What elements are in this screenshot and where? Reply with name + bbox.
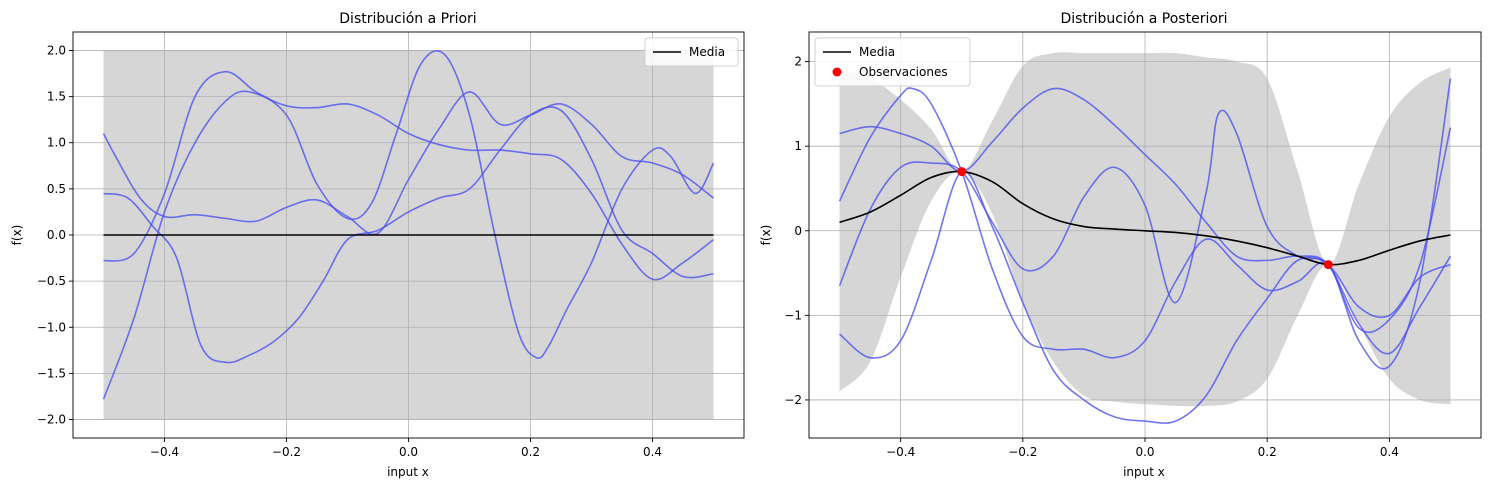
prior-xtick-label: −0.2 [272, 445, 301, 459]
posterior-legend-box [814, 37, 971, 87]
posterior-sample-line-4 [839, 170, 1451, 424]
posterior-mean-line [839, 170, 1451, 266]
prior-samples [102, 50, 715, 400]
prior-xtick-label: 0.0 [399, 445, 418, 459]
prior-sample-line-4 [102, 50, 715, 400]
prior-ytick-label: −1.0 [37, 320, 66, 334]
posterior-xlabel: input x [1123, 465, 1165, 479]
prior-legend-box [644, 37, 739, 67]
posterior-observation-point [1323, 260, 1333, 270]
prior-xtick-label: 0.4 [643, 445, 662, 459]
posterior-xtick-label: −0.2 [1008, 445, 1037, 459]
posterior-ytick-label: 0 [794, 224, 802, 238]
posterior-legend: Media Observaciones [814, 37, 971, 87]
posterior-ytick-label: −1 [784, 308, 802, 322]
prior-ytick-label: 1.5 [47, 90, 66, 104]
posterior-mean-path [839, 170, 1451, 266]
prior-sample-line-3 [103, 70, 714, 281]
posterior-title: Distribución a Posteriori [1060, 11, 1227, 27]
prior-ylabel: f(x) [10, 225, 24, 246]
prior-ytick-label: 2.0 [47, 43, 66, 57]
prior-title: Distribución a Priori [339, 11, 476, 27]
posterior-samples [838, 78, 1452, 424]
prior-ytick-label: 0.0 [47, 228, 66, 242]
prior-ytick-label: −0.5 [37, 274, 66, 288]
prior-ytick-label: −2.0 [37, 413, 66, 427]
prior-sample-line-1 [102, 91, 714, 236]
prior-ytick-label: −1.5 [37, 366, 66, 380]
posterior-xtick-label: 0.4 [1380, 445, 1399, 459]
posterior-legend-label: Observaciones [859, 65, 948, 79]
prior-chart: −0.4 −0.2 0.0 0.2 0.4 −2.0 −1.5 −1.0 −0.5 0.0 0.5 1… [10, 11, 745, 479]
prior-ytick-label: 1.0 [47, 136, 66, 150]
posterior-sample-line-1 [839, 87, 1452, 333]
posterior-ytick-label: −2 [784, 393, 802, 407]
prior-ticks: −0.4 −0.2 0.0 0.2 0.4 −2.0 −1.5 −1.0 −0.5 0.0 0.5 1… [37, 43, 662, 459]
posterior-sample-line-2 [838, 78, 1452, 370]
posterior-ylabel: f(x) [759, 225, 773, 246]
posterior-sample-line-3 [838, 109, 1452, 355]
prior-xtick-label: 0.2 [521, 445, 540, 459]
posterior-xtick-label: 0.2 [1258, 445, 1277, 459]
prior-xlabel: input x [387, 465, 429, 479]
posterior-legend-swatch-point [832, 67, 842, 77]
posterior-legend-label: Media [859, 45, 895, 59]
posterior-observations [957, 167, 1333, 270]
posterior-ytick-label: 1 [794, 139, 802, 153]
prior-legend-label: Media [689, 45, 725, 59]
posterior-chart: −0.4 −0.2 0.0 0.2 0.4 −2 −1 0 1 2 Distribución a … [759, 11, 1482, 479]
prior-ytick-label: 0.5 [47, 182, 66, 196]
posterior-xtick-label: −0.4 [886, 445, 915, 459]
prior-legend: Media [644, 37, 739, 67]
posterior-ytick-label: 2 [794, 55, 802, 69]
prior-sample-line-2 [103, 106, 714, 364]
posterior-observation-point [957, 167, 967, 177]
posterior-xtick-label: 0.0 [1135, 445, 1154, 459]
prior-xtick-label: −0.4 [150, 445, 179, 459]
posterior-ticks: −0.4 −0.2 0.0 0.2 0.4 −2 −1 0 1 2 [784, 55, 1399, 459]
